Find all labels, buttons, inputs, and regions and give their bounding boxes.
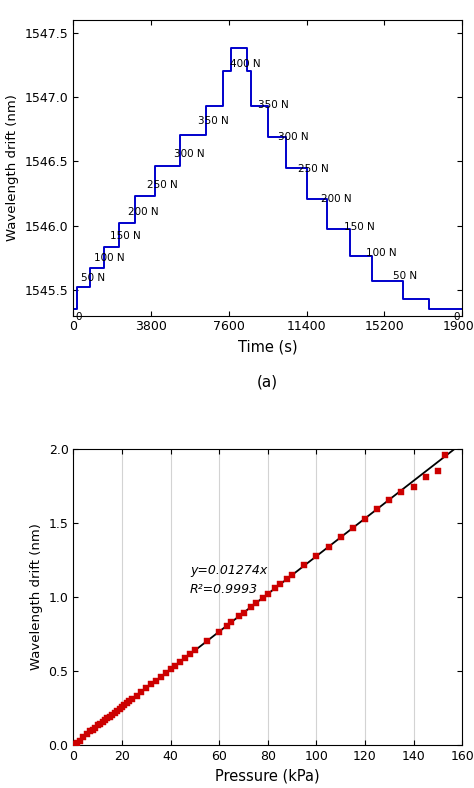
- Point: [106, 710, 114, 723]
- Text: 200 N: 200 N: [321, 194, 352, 203]
- Point: [283, 573, 291, 585]
- Point: [434, 465, 442, 478]
- Point: [361, 512, 369, 525]
- Point: [337, 531, 345, 544]
- Text: (a): (a): [257, 375, 278, 390]
- Text: 0: 0: [75, 312, 82, 322]
- Point: [113, 704, 121, 717]
- Point: [410, 481, 417, 493]
- Point: [157, 671, 165, 683]
- Text: 150 N: 150 N: [110, 231, 141, 241]
- Point: [259, 591, 267, 604]
- Point: [162, 667, 170, 679]
- Text: 400 N: 400 N: [230, 58, 261, 69]
- Y-axis label: Wavelength drift (nm): Wavelength drift (nm): [6, 95, 19, 241]
- Point: [215, 626, 223, 638]
- Y-axis label: Wavelength drift (nm): Wavelength drift (nm): [30, 523, 43, 670]
- Point: [121, 699, 128, 712]
- Point: [71, 738, 79, 750]
- Point: [96, 718, 104, 730]
- Text: 100 N: 100 N: [94, 253, 125, 263]
- Text: 300 N: 300 N: [278, 132, 309, 142]
- Text: 350 N: 350 N: [198, 117, 229, 127]
- Point: [240, 607, 247, 619]
- Point: [89, 723, 97, 736]
- Text: 0: 0: [454, 312, 460, 322]
- Text: 200 N: 200 N: [128, 206, 158, 217]
- Point: [76, 735, 83, 748]
- Point: [99, 716, 106, 729]
- Point: [83, 728, 91, 741]
- Point: [264, 588, 272, 600]
- X-axis label: Time (s): Time (s): [238, 339, 298, 354]
- Point: [123, 697, 131, 709]
- Point: [167, 663, 174, 675]
- Text: 350 N: 350 N: [257, 100, 288, 110]
- Point: [94, 719, 101, 732]
- Point: [422, 471, 429, 484]
- Point: [191, 644, 199, 656]
- Point: [385, 493, 393, 506]
- Point: [137, 686, 145, 698]
- Text: 300 N: 300 N: [173, 149, 204, 158]
- X-axis label: Pressure (kPa): Pressure (kPa): [216, 768, 320, 783]
- Point: [325, 541, 332, 553]
- Text: 150 N: 150 N: [344, 222, 374, 232]
- Point: [126, 695, 133, 708]
- Point: [79, 731, 87, 744]
- Point: [152, 675, 160, 687]
- Text: y=0.01274x: y=0.01274x: [190, 564, 267, 577]
- Point: [176, 656, 184, 668]
- Text: R²=0.9993: R²=0.9993: [190, 583, 258, 597]
- Point: [252, 597, 259, 610]
- Point: [143, 682, 150, 694]
- Point: [301, 559, 308, 572]
- Point: [271, 582, 279, 594]
- Point: [247, 600, 255, 613]
- Point: [104, 712, 111, 725]
- Point: [87, 725, 94, 738]
- Point: [128, 693, 136, 706]
- Point: [276, 578, 284, 591]
- Point: [147, 678, 155, 690]
- Point: [186, 648, 194, 660]
- Text: 250 N: 250 N: [147, 180, 178, 190]
- Point: [235, 610, 242, 623]
- Point: [182, 652, 189, 664]
- Point: [223, 619, 230, 632]
- Point: [118, 701, 126, 713]
- Point: [73, 736, 81, 749]
- Point: [101, 714, 109, 727]
- Point: [288, 569, 296, 582]
- Point: [441, 448, 449, 461]
- Point: [228, 616, 235, 629]
- Point: [349, 522, 356, 534]
- Text: 100 N: 100 N: [366, 247, 397, 258]
- Point: [116, 703, 123, 716]
- Text: 50 N: 50 N: [81, 273, 105, 284]
- Point: [203, 635, 211, 648]
- Point: [133, 690, 140, 702]
- Point: [111, 706, 118, 719]
- Text: 50 N: 50 N: [392, 271, 417, 281]
- Point: [172, 660, 179, 672]
- Point: [312, 550, 320, 563]
- Text: 250 N: 250 N: [299, 164, 329, 174]
- Point: [109, 708, 116, 721]
- Point: [91, 722, 99, 734]
- Point: [374, 503, 381, 515]
- Point: [398, 485, 405, 498]
